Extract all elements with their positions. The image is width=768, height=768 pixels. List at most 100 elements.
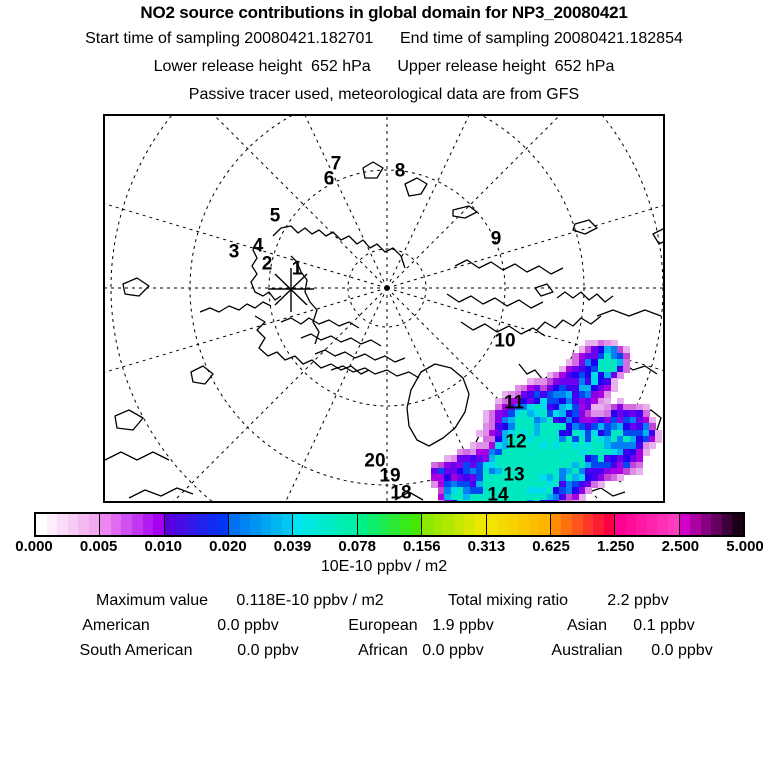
plume-cell	[578, 404, 586, 411]
plume-cell	[540, 468, 548, 475]
colorbar-segment-10	[679, 514, 743, 535]
plume-cell	[642, 442, 650, 450]
plume-cell	[533, 461, 541, 469]
colorbar-step	[153, 514, 164, 535]
plume-cell	[482, 423, 490, 431]
plume-cell	[642, 429, 650, 437]
plume-cell	[546, 448, 554, 456]
colorbar-step	[432, 514, 444, 535]
plume-cell	[572, 474, 580, 482]
plume-cell	[604, 365, 612, 373]
plume-cell	[585, 448, 592, 456]
plume-cell	[527, 500, 535, 501]
plume-cell	[553, 455, 560, 463]
plume-cell	[585, 461, 592, 469]
plume-cell	[585, 404, 592, 411]
plume-cell	[636, 468, 644, 475]
colorbar-step	[400, 514, 411, 535]
plume-cell	[482, 455, 490, 463]
plume-cell	[514, 442, 522, 450]
plume-cell	[610, 346, 618, 354]
plume-cell	[521, 436, 528, 443]
plume-cell	[450, 493, 458, 501]
region-european-value: 1.9 ppbv	[432, 617, 494, 634]
plume-cell	[604, 474, 612, 482]
plume-cell	[521, 461, 528, 469]
plume-cell	[559, 493, 567, 501]
plume-cell	[565, 493, 573, 501]
plume-cell	[469, 448, 477, 456]
plume-cell	[585, 436, 592, 443]
plume-cell	[482, 468, 490, 475]
plume-cell	[444, 487, 452, 495]
plume-cell	[585, 397, 592, 405]
plume-cell	[495, 404, 503, 411]
plume-cell	[533, 455, 541, 463]
plume-cell	[610, 410, 618, 418]
plume-cell	[604, 423, 612, 431]
colorbar-step	[582, 514, 594, 535]
plume-cell	[553, 416, 560, 424]
plume-cell	[521, 474, 528, 482]
plume-cell	[553, 474, 560, 482]
plume-cell	[617, 365, 624, 373]
plume-cell	[649, 436, 656, 443]
plume-cell	[623, 461, 631, 469]
colorbar-step	[486, 514, 498, 535]
plume-cell	[610, 416, 618, 424]
plume-cell	[533, 416, 541, 424]
plume-cell	[527, 429, 535, 437]
plume-cell	[533, 493, 541, 501]
colorbar-step	[260, 514, 272, 535]
colorbar-step	[121, 514, 133, 535]
plume-cell	[559, 480, 567, 488]
plume-cell	[469, 500, 477, 501]
trajectory-point-18: 18	[390, 482, 412, 503]
plume-cell	[540, 448, 548, 456]
plume-cell	[572, 436, 580, 443]
plume-cell	[572, 410, 580, 418]
plume-cell	[546, 384, 554, 392]
plume-cell	[629, 423, 637, 431]
plume-cell	[572, 448, 580, 456]
trajectory-point-9: 9	[490, 228, 502, 250]
plume-cell	[617, 359, 624, 367]
plume-cell	[617, 442, 624, 450]
plume-cell	[572, 372, 580, 379]
plume-cell	[495, 442, 503, 450]
plume-cell	[501, 391, 509, 399]
trajectory-point-7: 7	[330, 153, 342, 175]
trajectory-point-2: 2	[261, 253, 273, 275]
plume-cell	[565, 397, 573, 405]
colorbar-step	[132, 514, 143, 535]
plume-cell	[553, 397, 560, 405]
trajectory-point-20: 20	[364, 450, 386, 472]
plume-cell	[469, 442, 477, 450]
plume-cell	[591, 416, 599, 424]
plume-cell	[636, 455, 644, 463]
stats-row-max: Maximum value 0.118E-10 ppbv / m2 Total …	[0, 592, 768, 614]
plume-cell	[463, 500, 471, 501]
plume-cell	[444, 455, 452, 463]
plume-cell	[514, 397, 522, 405]
plume-cell	[572, 493, 580, 501]
plume-cell	[553, 442, 560, 450]
plume-cell	[495, 461, 503, 469]
plume-cell	[521, 487, 528, 495]
trajectory-point-8: 8	[394, 160, 406, 182]
plume-cell	[540, 391, 548, 399]
plume-cell	[578, 423, 586, 431]
plume-cell	[533, 429, 541, 437]
plume-cell	[591, 442, 599, 450]
plume-cell	[546, 474, 554, 482]
plume-cell	[553, 487, 560, 495]
plume-cell	[636, 410, 644, 418]
plume-cell	[489, 487, 496, 495]
plume-cell	[559, 468, 567, 475]
plume-cell	[501, 442, 509, 450]
plume-cell	[565, 442, 573, 450]
colorbar-step	[410, 514, 422, 535]
plume-cell	[431, 468, 439, 475]
plume-cell	[617, 474, 624, 482]
plume-cell	[578, 429, 586, 437]
